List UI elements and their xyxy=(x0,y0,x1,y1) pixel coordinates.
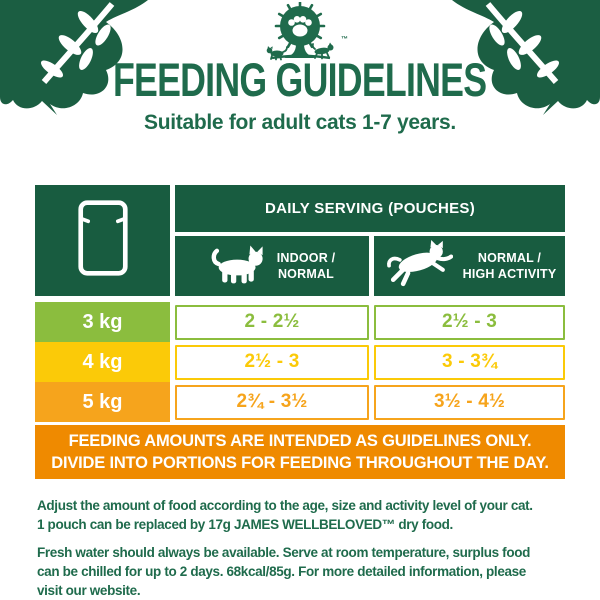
weight-cell-5kg: 5 kg xyxy=(35,382,170,422)
column-label-indoor-normal: INDOOR / NORMAL xyxy=(276,251,336,281)
value-cell-5kg-active: 3½ - 4½ xyxy=(374,384,565,420)
column-label-normal-high-activity: NORMAL / HIGH ACTIVITY xyxy=(462,251,557,281)
serving-value: 3 - 3¾ xyxy=(441,351,498,372)
footer-paragraph-1: Adjust the amount of food according to t… xyxy=(37,498,533,532)
value-cell-4kg-active: 3 - 3¾ xyxy=(374,344,565,380)
value-cell-3kg-indoor: 2 - 2½ xyxy=(175,304,369,340)
footer-paragraph-2: Fresh water should always be available. … xyxy=(37,545,531,598)
leaping-cat-icon xyxy=(383,239,453,293)
serving-value: 2 - 2½ xyxy=(244,311,300,332)
feeding-table: DAILY SERVING (POUCHES) xyxy=(35,185,565,479)
weight-label: 4 kg xyxy=(82,350,123,373)
value-cell-4kg-indoor: 2½ - 3 xyxy=(175,344,369,380)
pouch-header-cell xyxy=(35,185,170,296)
banner-line-2: DIVIDE INTO PORTIONS FOR FEEDING THROUGH… xyxy=(51,454,549,472)
guidelines-banner: FEEDING AMOUNTS ARE INTENDED AS GUIDELIN… xyxy=(35,425,565,479)
serving-value: 3½ - 4½ xyxy=(433,391,506,412)
leaf-decoration-right-icon xyxy=(452,0,600,116)
serving-value: 2½ - 3 xyxy=(244,351,300,372)
daily-serving-header-cell: DAILY SERVING (POUCHES) xyxy=(175,185,565,232)
walking-cat-icon xyxy=(209,243,267,290)
page-subtitle: Suitable for adult cats 1-7 years. xyxy=(144,111,456,134)
page-title: FEEDING GUIDELINES xyxy=(113,53,487,106)
column-header-normal-high-activity: NORMAL / HIGH ACTIVITY xyxy=(374,236,565,296)
pouch-icon xyxy=(77,197,129,284)
weight-label: 3 kg xyxy=(82,310,123,333)
brand-tree-logo-icon xyxy=(252,1,348,64)
serving-value: 2¾ - 3½ xyxy=(236,391,308,412)
footer-notes: Adjust the amount of food according to t… xyxy=(37,496,563,600)
column-header-indoor-normal: INDOOR / NORMAL xyxy=(175,236,369,296)
value-cell-5kg-indoor: 2¾ - 3½ xyxy=(175,384,369,420)
daily-serving-header-label: DAILY SERVING (POUCHES) xyxy=(264,200,475,217)
value-cell-3kg-active: 2½ - 3 xyxy=(374,304,565,340)
banner-line-1: FEEDING AMOUNTS ARE INTENDED AS GUIDELIN… xyxy=(68,432,532,450)
serving-value: 2½ - 3 xyxy=(441,311,498,332)
weight-cell-4kg: 4 kg xyxy=(35,342,170,382)
logo-trademark: ™ xyxy=(341,36,348,43)
weight-label: 5 kg xyxy=(82,390,123,413)
leaf-decoration-left-icon xyxy=(0,0,148,116)
weight-cell-3kg: 3 kg xyxy=(35,302,170,342)
